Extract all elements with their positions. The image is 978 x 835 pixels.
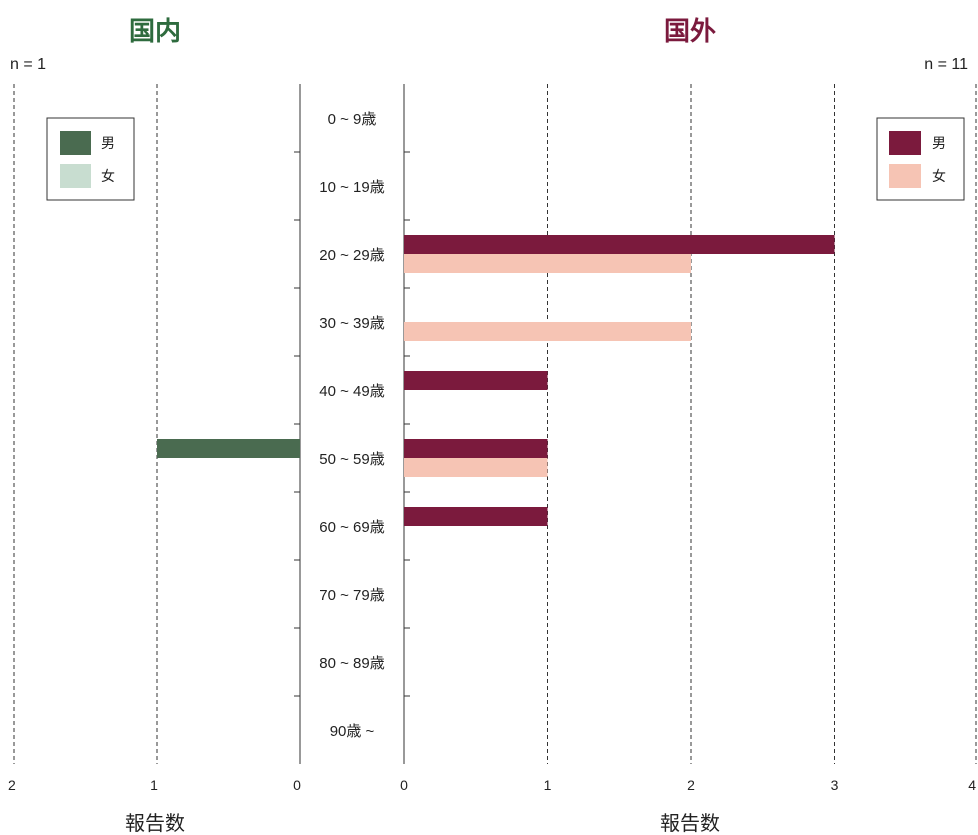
domestic-x-tick-label: 1 [150,777,158,793]
overseas-legend-label: 男 [932,135,946,151]
overseas-bar-female [404,458,548,477]
overseas-bar-male [404,439,548,458]
domestic-x-tick-label: 0 [293,777,301,793]
overseas-legend-swatch [889,131,921,155]
age-category-label: 70 ~ 79歳 [319,587,384,604]
overseas-x-tick-label: 1 [544,777,552,793]
domestic-legend-swatch [60,131,91,155]
overseas-x-axis-label: 報告数 [660,812,720,835]
age-category-labels: 0 ~ 9歳 10 ~ 19歳 20 ~ 29歳 30 ~ 39歳 40 ~ 49歳 50… [319,111,384,740]
overseas-legend-swatch [889,164,921,188]
domestic-legend-label: 男 [101,135,115,151]
overseas-bar-male [404,235,835,254]
overseas-x-tick-label: 2 [687,777,695,793]
overseas-bar-male [404,371,548,390]
overseas-x-tick-label: 3 [831,777,839,793]
age-category-label: 50 ~ 59歳 [319,451,384,468]
domestic-legend-swatch [60,164,91,188]
domestic-x-tick-label: 2 [8,777,16,793]
age-category-label: 30 ~ 39歳 [319,315,384,332]
overseas-n-label: n = 11 [924,56,968,73]
domestic-panel: 国内 n = 1 0 1 2 報告数 男女 [8,16,301,835]
overseas-legend-label: 女 [932,168,946,184]
domestic-bar-male [157,439,300,458]
age-category-label: 40 ~ 49歳 [319,383,384,400]
age-category-label: 0 ~ 9歳 [328,111,377,128]
overseas-bar-female [404,254,691,273]
overseas-title: 国外 [664,16,716,46]
overseas-x-tick-label: 0 [400,777,408,793]
overseas-bar-male [404,507,548,526]
age-category-label: 10 ~ 19歳 [319,179,384,196]
domestic-title: 国内 [129,16,181,46]
overseas-x-tick-label: 4 [968,777,976,793]
overseas-panel: 国外 n = 11 0 1 2 3 4 報告数 男女 [400,16,977,835]
age-category-label: 20 ~ 29歳 [319,247,384,264]
domestic-n-label: n = 1 [10,56,46,73]
age-category-label: 60 ~ 69歳 [319,519,384,536]
age-category-label: 80 ~ 89歳 [319,655,384,672]
overseas-bar-female [404,322,691,341]
domestic-x-axis-label: 報告数 [125,812,185,835]
age-category-label: 90歳 ~ [330,723,375,740]
domestic-legend-label: 女 [101,168,115,184]
